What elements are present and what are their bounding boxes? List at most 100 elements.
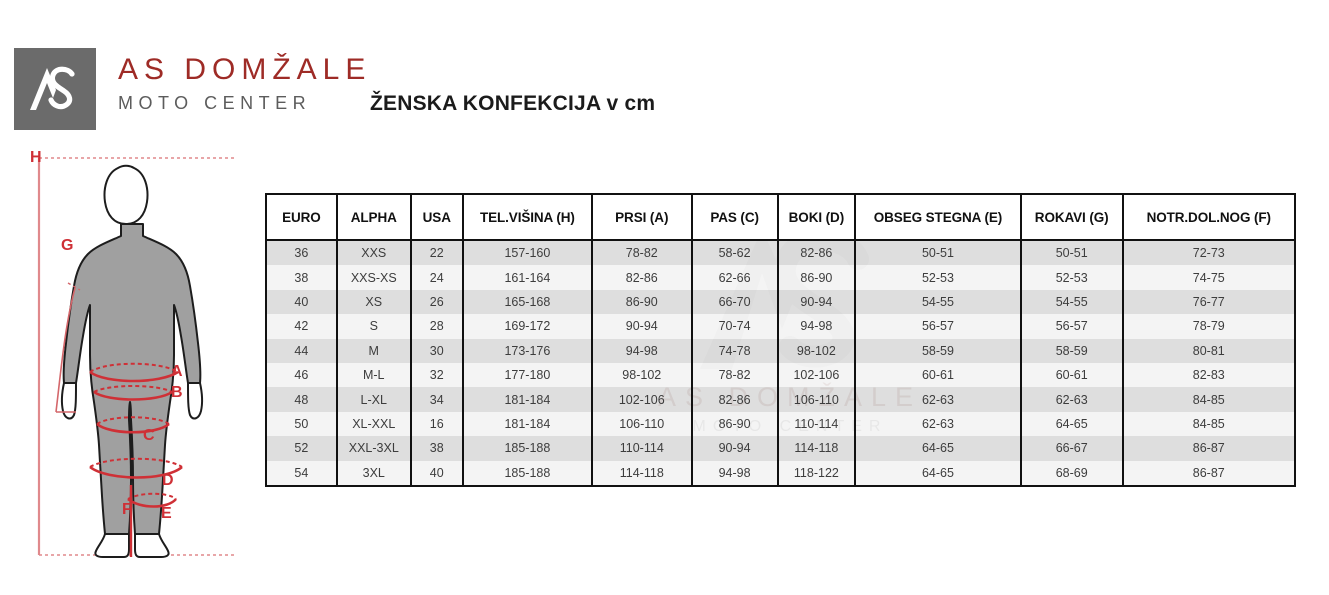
table-row: 54 3XL 40 185-188 114-118 94-98 118-122 64-65 68… [265, 460, 1297, 487]
table-cell: 70-74 [690, 314, 779, 339]
table-cell: 74-78 [690, 338, 779, 363]
table-cell: 58-62 [690, 238, 779, 266]
table-row: 38 XXS-XS 24 161-164 82-86 62-66 86-90 52-53 52-… [265, 265, 1297, 290]
column-header-usa: USA [409, 193, 464, 241]
table-cell: XS [335, 289, 412, 315]
figure-label-G: G [61, 237, 73, 254]
table-cell: 32 [409, 362, 464, 388]
table-cell: 64-65 [854, 436, 1022, 461]
column-header-alpha: ALPHA [335, 193, 412, 241]
table-cell: 78-79 [1121, 314, 1297, 339]
table-cell: 82-86 [690, 387, 779, 412]
table-cell: 42 [265, 314, 338, 339]
table-cell: XXS [335, 238, 412, 266]
table-row: 52 XXL-3XL 38 185-188 110-114 90-94 114-118 64-… [265, 436, 1297, 461]
table-cell: 76-77 [1121, 289, 1297, 315]
figure-label-B: B [171, 384, 183, 401]
table-cell: XXS-XS [335, 265, 412, 290]
table-cell: 62-66 [690, 265, 779, 290]
table-cell: 40 [409, 460, 464, 487]
table-cell: 68-69 [1019, 460, 1124, 487]
column-header-obseg-stegna-e: OBSEG STEGNA (E) [854, 193, 1022, 241]
table-cell: 56-57 [1019, 314, 1124, 339]
figure-label-F: F [122, 501, 132, 518]
table-cell: 86-90 [591, 289, 693, 315]
figure-label-A: A [171, 363, 183, 380]
table-cell: 90-94 [776, 289, 857, 315]
brand-wordmark: AS DOMŽALE MOTO CENTER [118, 48, 371, 114]
table-cell: 80-81 [1121, 338, 1297, 363]
table-cell: 165-168 [461, 289, 594, 315]
table-cell: 86-90 [776, 265, 857, 290]
table-cell: 58-59 [1019, 338, 1124, 363]
table-cell: 60-61 [854, 362, 1022, 388]
table-cell: 22 [409, 238, 464, 266]
table-cell: 64-65 [854, 460, 1022, 487]
size-chart-table: EURO ALPHA USA TEL.VIŠINA (H) PRSI (A) PAS (C… [265, 193, 1297, 487]
table-cell: 82-86 [776, 238, 857, 266]
table-cell: 52-53 [1019, 265, 1124, 290]
table-cell: 48 [265, 387, 338, 412]
table-cell: 40 [265, 289, 338, 315]
table-cell: 161-164 [461, 265, 594, 290]
table-cell: XL-XXL [335, 411, 412, 437]
figure-label-D: D [162, 472, 174, 489]
table-cell: L-XL [335, 387, 412, 412]
table-cell: 94-98 [690, 460, 779, 487]
table-cell: 181-184 [461, 411, 594, 437]
table-cell: 94-98 [776, 314, 857, 339]
table-cell: 62-63 [854, 387, 1022, 412]
table-cell: 86-87 [1121, 436, 1297, 461]
table-cell: 84-85 [1121, 411, 1297, 437]
table-cell: 84-85 [1121, 387, 1297, 412]
table-cell: 114-118 [591, 460, 693, 487]
column-header-euro: EURO [265, 193, 338, 241]
table-cell: 90-94 [591, 314, 693, 339]
table-cell: 102-106 [591, 387, 693, 412]
column-header-tel-vi-ina-h: TEL.VIŠINA (H) [461, 193, 594, 241]
table-cell: 16 [409, 411, 464, 437]
table-row: 42 S 28 169-172 90-94 70-74 94-98 56-57 56-57 78-… [265, 314, 1297, 339]
table-cell: 46 [265, 362, 338, 388]
body-measurement-figure: A B C D E F G H [18, 140, 253, 595]
table-cell: 38 [409, 436, 464, 461]
table-cell: 44 [265, 338, 338, 363]
brand-header: AS DOMŽALE MOTO CENTER [14, 48, 371, 130]
table-cell: M-L [335, 362, 412, 388]
table-cell: S [335, 314, 412, 339]
table-cell: 82-83 [1121, 362, 1297, 388]
table-cell: 98-102 [776, 338, 857, 363]
table-row: 40 XS 26 165-168 86-90 66-70 90-94 54-55 54-55 76… [265, 289, 1297, 315]
table-cell: 106-110 [591, 411, 693, 437]
table-cell: 86-90 [690, 411, 779, 437]
table-cell: 110-114 [776, 411, 857, 437]
figure-label-C: C [143, 427, 155, 444]
table-cell: 78-82 [690, 362, 779, 388]
as-monogram-icon [14, 48, 96, 130]
table-cell: 62-63 [854, 411, 1022, 437]
table-cell: 38 [265, 265, 338, 290]
table-cell: 118-122 [776, 460, 857, 487]
table-cell: 185-188 [461, 436, 594, 461]
table-cell: 50 [265, 411, 338, 437]
table-cell: 60-61 [1019, 362, 1124, 388]
table-cell: 52-53 [854, 265, 1022, 290]
table-cell: 66-70 [690, 289, 779, 315]
table-cell: 3XL [335, 460, 412, 487]
figure-label-H: H [30, 149, 42, 166]
table-cell: 90-94 [690, 436, 779, 461]
table-cell: 110-114 [591, 436, 693, 461]
table-cell: 98-102 [591, 362, 693, 388]
table-cell: 50-51 [1019, 238, 1124, 266]
table-row: 50 XL-XXL 16 181-184 106-110 86-90 110-114 62-6… [265, 411, 1297, 437]
table-cell: 185-188 [461, 460, 594, 487]
column-header-prsi-a: PRSI (A) [591, 193, 693, 241]
table-row: 44 M 30 173-176 94-98 74-78 98-102 58-59 58-59 80… [265, 338, 1297, 363]
table-cell: 28 [409, 314, 464, 339]
table-row: 46 M-L 32 177-180 98-102 78-82 102-106 60-61 60-… [265, 362, 1297, 388]
table-cell: 64-65 [1019, 411, 1124, 437]
table-cell: 177-180 [461, 362, 594, 388]
table-cell: 78-82 [591, 238, 693, 266]
table-cell: 52 [265, 436, 338, 461]
table-cell: 114-118 [776, 436, 857, 461]
